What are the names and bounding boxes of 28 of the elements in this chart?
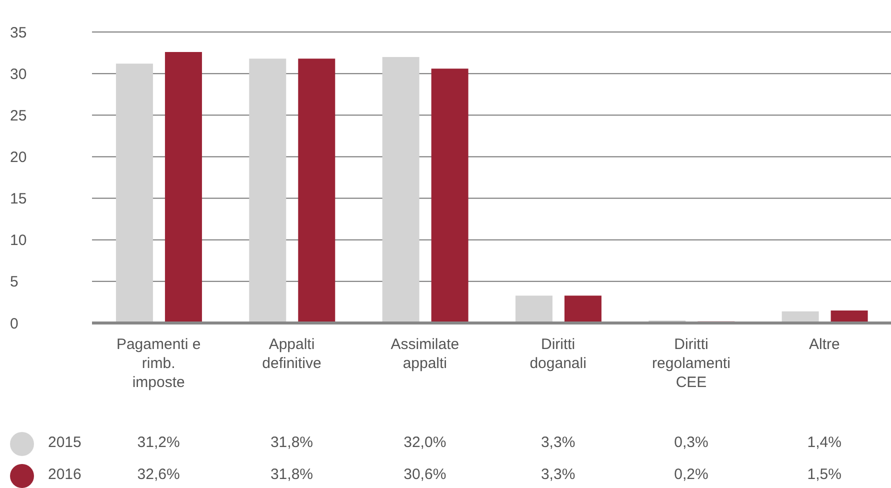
x-tick-label: Altre: [808, 336, 840, 353]
data-label: 31,2%: [136, 434, 181, 451]
data-label: 1,4%: [806, 434, 842, 451]
data-label: 31,8%: [269, 466, 314, 483]
data-label: 32,6%: [136, 466, 181, 483]
legend-label: 2016: [48, 466, 82, 483]
data-label: 3,3%: [540, 466, 576, 483]
data-label: 32,0%: [402, 434, 448, 451]
y-tick-label: 35: [10, 24, 27, 42]
y-tick-label: 25: [10, 107, 27, 124]
x-tick-label: Appalti definitive: [262, 336, 322, 372]
y-tick-label: 30: [10, 66, 27, 83]
x-tick-label: Assimilate appalti: [390, 336, 460, 372]
data-label: 1,5%: [806, 466, 842, 483]
y-tick-label: 15: [10, 190, 27, 208]
data-label: 31,8%: [269, 434, 314, 451]
x-tick-label: Diritti regolamenti CEE: [652, 336, 730, 391]
y-tick-label: 20: [10, 148, 27, 166]
x-tick-label: Diritti doganali: [530, 336, 586, 372]
y-tick-label: 0: [10, 315, 18, 332]
y-tick-label: 5: [10, 274, 18, 291]
data-label: 0,3%: [673, 434, 710, 451]
data-label: 3,3%: [540, 434, 576, 451]
y-tick-label: 10: [10, 232, 27, 250]
data-label: 30,6%: [402, 466, 448, 483]
x-tick-label: Pagamenti e rimb. imposte: [116, 336, 201, 391]
data-label: 0,2%: [673, 466, 710, 483]
legend-label: 2015: [48, 434, 82, 451]
